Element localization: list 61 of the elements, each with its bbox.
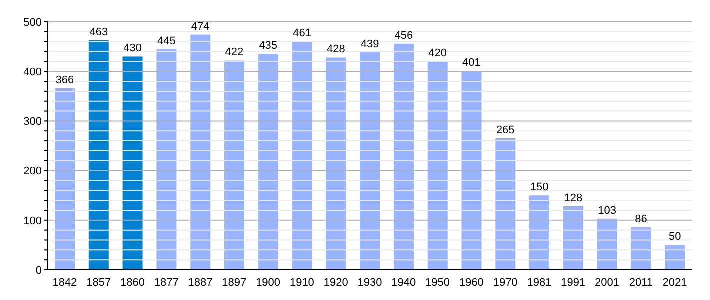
y-tick-label: 0 — [36, 264, 42, 277]
x-tick-label: 1897 — [222, 276, 247, 289]
x-tick-label: 1960 — [459, 276, 484, 289]
data-label: 150 — [530, 182, 549, 194]
x-tick-label: 1887 — [188, 276, 213, 289]
data-label: 86 — [635, 213, 648, 226]
data-label: 428 — [326, 44, 346, 56]
x-tick-label: 1877 — [154, 276, 179, 289]
x-tick-label: 1970 — [493, 276, 518, 289]
bar — [530, 196, 550, 270]
data-label: 463 — [90, 26, 108, 38]
bar — [258, 54, 278, 270]
data-label: 103 — [598, 204, 616, 217]
bar — [428, 62, 448, 270]
y-tick-label: 100 — [24, 215, 42, 228]
data-label: 422 — [225, 46, 244, 59]
bar — [394, 44, 414, 270]
y-tick-label: 200 — [24, 166, 42, 178]
x-tick-label: 2001 — [595, 276, 620, 289]
bar — [496, 138, 516, 270]
data-label: 474 — [191, 20, 210, 33]
data-label: 439 — [360, 38, 380, 50]
bar — [55, 88, 75, 270]
data-label: 461 — [293, 27, 312, 40]
x-tick-label: 1910 — [290, 276, 314, 289]
bar — [360, 52, 380, 270]
x-tick-label: 2021 — [662, 276, 688, 289]
x-tick-label: 1860 — [120, 276, 145, 289]
data-label: 420 — [428, 48, 448, 60]
data-label: 128 — [564, 192, 583, 205]
bar — [665, 245, 686, 270]
bar — [88, 40, 109, 270]
x-tick-label: 1842 — [52, 276, 78, 289]
data-label: 456 — [394, 30, 414, 42]
x-tick-label: 2011 — [629, 276, 653, 289]
x-tick-label: 1900 — [256, 276, 281, 289]
x-tick-label: 1950 — [426, 276, 450, 289]
x-tick-label: 1930 — [358, 276, 382, 289]
bar — [190, 34, 211, 270]
bar — [326, 58, 346, 270]
data-label: 265 — [496, 124, 515, 137]
x-tick-label: 1920 — [324, 276, 348, 289]
x-tick-label: 1981 — [527, 276, 552, 289]
bar — [224, 60, 244, 270]
x-tick-label: 1991 — [561, 276, 586, 289]
data-label: 366 — [56, 74, 74, 86]
data-label: 435 — [259, 40, 278, 52]
data-label: 401 — [462, 57, 481, 70]
bar — [156, 49, 177, 270]
y-tick-label: 500 — [24, 16, 42, 29]
bar — [292, 41, 312, 270]
bar — [563, 206, 584, 270]
x-tick-label: 1857 — [86, 276, 112, 289]
data-label: 430 — [124, 42, 142, 55]
data-label: 50 — [668, 231, 682, 244]
bar — [462, 71, 482, 270]
y-tick-label: 400 — [24, 66, 42, 79]
y-tick-label: 300 — [24, 116, 42, 128]
x-tick-label: 1940 — [392, 276, 416, 289]
data-label: 445 — [158, 35, 176, 48]
bar — [122, 56, 143, 270]
